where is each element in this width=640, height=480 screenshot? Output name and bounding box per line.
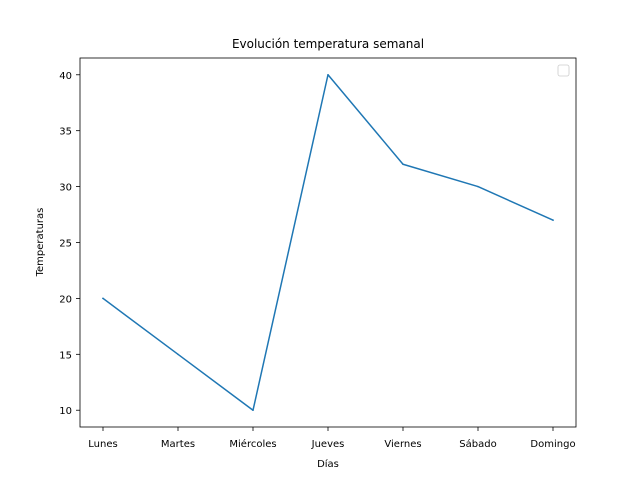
y-axis-ticks: 10 15 20 25 30 35 40: [59, 71, 80, 417]
plot-frame: [79, 57, 577, 428]
x-axis-label: Días: [317, 458, 339, 470]
data-point-martes: [177, 353, 179, 356]
data-point-domingo: [552, 219, 554, 221]
y-tick-label: 20: [59, 294, 72, 305]
data-point-viernes: [402, 163, 404, 165]
data-point-miércoles: [252, 409, 254, 411]
y-tick-label: 15: [59, 350, 72, 361]
y-tick-label: 40: [59, 71, 72, 82]
x-tick-label: Domingo: [530, 439, 575, 450]
y-tick-label: 25: [59, 239, 72, 250]
y-tick-label: 35: [59, 127, 72, 138]
x-axis-ticks: Lunes Martes Miércoles Jueves Viernes Sábado D…: [88, 427, 576, 450]
data-point-sábado: [477, 185, 479, 188]
plot-area: [80, 58, 576, 427]
x-tick-label: Viernes: [384, 439, 421, 450]
x-tick-label: Sábado: [459, 438, 496, 450]
temperature-series-points: [102, 74, 554, 411]
x-tick-label: Martes: [161, 439, 195, 450]
chart-title: Evolución temperatura semanal: [232, 37, 424, 51]
y-tick-label: 30: [59, 183, 72, 194]
data-point-jueves: [327, 74, 329, 76]
legend-box: [557, 64, 570, 77]
data-point-lunes: [102, 297, 104, 300]
y-axis-label: Temperaturas: [35, 208, 46, 278]
x-tick-label: Jueves: [311, 439, 345, 450]
x-tick-label: Miércoles: [229, 438, 276, 450]
y-tick-label: 10: [59, 406, 72, 417]
x-tick-label: Lunes: [88, 439, 117, 450]
